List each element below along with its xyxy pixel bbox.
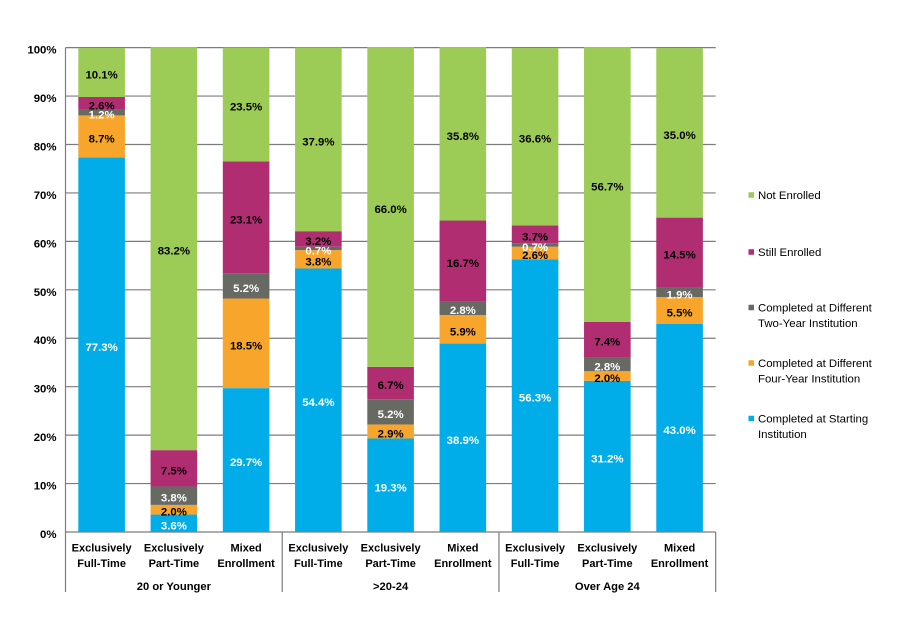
- svg-text:Part-Time: Part-Time: [149, 558, 200, 570]
- svg-text:7.5%: 7.5%: [161, 465, 187, 477]
- svg-text:Mixed: Mixed: [447, 543, 478, 555]
- svg-text:>20-24: >20-24: [373, 581, 409, 593]
- svg-text:Completed at Starting: Completed at Starting: [758, 414, 868, 426]
- svg-text:1.9%: 1.9%: [667, 289, 693, 301]
- svg-text:2.8%: 2.8%: [450, 305, 476, 317]
- svg-text:Completed at Different: Completed at Different: [758, 358, 873, 370]
- svg-text:54.4%: 54.4%: [302, 397, 334, 409]
- svg-text:70%: 70%: [34, 190, 57, 202]
- svg-text:Mixed: Mixed: [664, 543, 695, 555]
- svg-text:Not Enrolled: Not Enrolled: [758, 190, 821, 202]
- svg-text:0%: 0%: [40, 529, 56, 541]
- svg-text:80%: 80%: [34, 141, 57, 153]
- svg-text:50%: 50%: [34, 287, 57, 299]
- svg-text:66.0%: 66.0%: [374, 204, 406, 216]
- svg-text:43.0%: 43.0%: [663, 425, 695, 437]
- svg-text:0.7%: 0.7%: [305, 245, 331, 257]
- svg-text:Full-Time: Full-Time: [511, 558, 560, 570]
- svg-text:Exclusively: Exclusively: [577, 543, 638, 555]
- svg-text:35.0%: 35.0%: [663, 130, 695, 142]
- svg-text:3.8%: 3.8%: [161, 493, 187, 505]
- svg-text:56.3%: 56.3%: [519, 393, 551, 405]
- svg-text:Part-Time: Part-Time: [365, 558, 416, 570]
- svg-text:18.5%: 18.5%: [230, 340, 262, 352]
- svg-text:Still Enrolled: Still Enrolled: [758, 247, 821, 259]
- svg-text:31.2%: 31.2%: [591, 453, 623, 465]
- svg-text:Two-Year Institution: Two-Year Institution: [758, 318, 858, 330]
- svg-text:10%: 10%: [34, 481, 57, 493]
- svg-text:Part-Time: Part-Time: [582, 558, 633, 570]
- svg-text:3.2%: 3.2%: [305, 236, 331, 248]
- svg-text:2.8%: 2.8%: [594, 361, 620, 373]
- svg-text:Exclusively: Exclusively: [72, 543, 133, 555]
- svg-text:Exclusively: Exclusively: [505, 543, 566, 555]
- svg-text:23.5%: 23.5%: [230, 102, 262, 114]
- svg-text:2.0%: 2.0%: [594, 373, 620, 385]
- svg-text:35.8%: 35.8%: [447, 131, 479, 143]
- svg-text:Institution: Institution: [758, 429, 807, 441]
- svg-text:Exclusively: Exclusively: [288, 543, 349, 555]
- svg-text:23.1%: 23.1%: [230, 214, 262, 226]
- svg-text:5.9%: 5.9%: [450, 326, 476, 338]
- svg-text:Completed at Different: Completed at Different: [758, 303, 873, 315]
- svg-text:2.9%: 2.9%: [378, 428, 404, 440]
- svg-text:14.5%: 14.5%: [663, 250, 695, 262]
- svg-text:56.7%: 56.7%: [591, 181, 623, 193]
- svg-text:Over Age 24: Over Age 24: [575, 581, 641, 593]
- svg-text:Exclusively: Exclusively: [361, 543, 422, 555]
- svg-text:90%: 90%: [34, 93, 57, 105]
- svg-text:7.4%: 7.4%: [594, 337, 620, 349]
- svg-text:77.3%: 77.3%: [85, 342, 117, 354]
- svg-text:8.7%: 8.7%: [89, 133, 115, 145]
- svg-text:37.9%: 37.9%: [302, 136, 334, 148]
- svg-text:Four-Year Institution: Four-Year Institution: [758, 374, 860, 386]
- svg-text:5.5%: 5.5%: [667, 307, 693, 319]
- svg-text:Full-Time: Full-Time: [294, 558, 343, 570]
- svg-text:Enrollment: Enrollment: [217, 558, 275, 570]
- svg-text:Mixed: Mixed: [231, 543, 262, 555]
- svg-text:3.8%: 3.8%: [305, 256, 331, 268]
- svg-text:5.2%: 5.2%: [378, 409, 404, 421]
- svg-text:6.7%: 6.7%: [378, 380, 404, 392]
- svg-text:2.6%: 2.6%: [522, 250, 548, 262]
- svg-text:20 or Younger: 20 or Younger: [137, 581, 212, 593]
- svg-text:30%: 30%: [34, 384, 57, 396]
- svg-text:16.7%: 16.7%: [447, 258, 479, 270]
- svg-text:100%: 100%: [27, 45, 56, 57]
- svg-text:29.7%: 29.7%: [230, 457, 262, 469]
- svg-text:20%: 20%: [34, 432, 57, 444]
- svg-text:83.2%: 83.2%: [158, 246, 190, 258]
- svg-text:19.3%: 19.3%: [374, 482, 406, 494]
- svg-text:Enrollment: Enrollment: [434, 558, 492, 570]
- svg-text:2.0%: 2.0%: [161, 507, 187, 519]
- svg-text:Exclusively: Exclusively: [144, 543, 205, 555]
- svg-text:40%: 40%: [34, 335, 57, 347]
- svg-text:Enrollment: Enrollment: [651, 558, 709, 570]
- svg-text:5.2%: 5.2%: [233, 283, 259, 295]
- svg-text:60%: 60%: [34, 238, 57, 250]
- svg-text:2.6%: 2.6%: [89, 100, 115, 112]
- svg-text:Full-Time: Full-Time: [77, 558, 126, 570]
- svg-text:0.7%: 0.7%: [522, 242, 548, 254]
- svg-text:1.2%: 1.2%: [89, 110, 115, 122]
- svg-text:3.6%: 3.6%: [161, 520, 187, 532]
- svg-text:10.1%: 10.1%: [85, 70, 117, 82]
- svg-text:38.9%: 38.9%: [447, 435, 479, 447]
- svg-text:36.6%: 36.6%: [519, 134, 551, 146]
- svg-text:3.7%: 3.7%: [522, 231, 548, 243]
